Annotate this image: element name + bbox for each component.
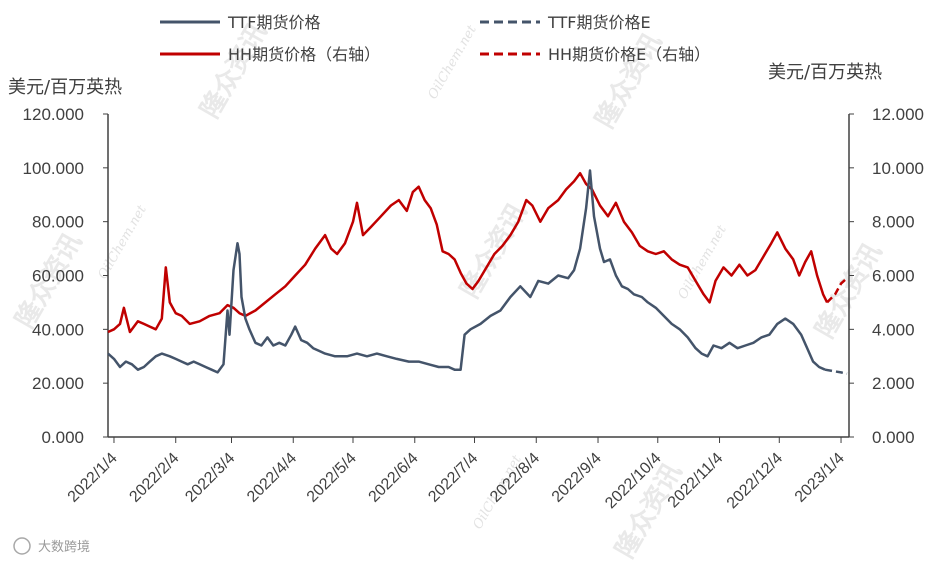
y-tick-label-left: 60.000	[32, 267, 84, 286]
x-tick-label: 2023/1/4	[792, 450, 848, 506]
x-tick-label: 2022/9/4	[549, 450, 605, 506]
watermark-site: OilChem.net	[425, 22, 480, 102]
footer-credit: 大数跨境	[13, 537, 90, 555]
y-axis-title-left: 美元/百万英热	[8, 77, 122, 98]
series-line-ttf	[107, 169, 826, 374]
y-tick-label-left: 0.000	[41, 428, 84, 447]
x-tick-label: 2022/7/4	[425, 450, 481, 506]
x-tick-label: 2022/4/4	[244, 450, 300, 506]
y-axis-title-right: 美元/百万英热	[768, 62, 882, 83]
y-tick-label-left: 120.000	[23, 105, 84, 124]
y-tick-label-right: 10.000	[872, 159, 924, 178]
y-tick-label-right: 4.000	[872, 320, 915, 339]
y-tick-label-right: 6.000	[872, 267, 915, 286]
ticks-layer: 0.000 20.000 40.000 60.000 80.000 100.000 120.…	[23, 105, 924, 512]
x-tick-label: 2022/2/4	[126, 450, 182, 506]
y-tick-label-left: 100.000	[23, 159, 84, 178]
x-tick-label: 2022/12/4	[724, 450, 786, 512]
legend-label-ttf: TTF期货价格	[227, 13, 320, 32]
legend-label-hh-e: HH期货价格E（右轴）	[548, 45, 710, 64]
footer-logo-icon	[13, 537, 31, 555]
watermark-brand: 隆众资讯	[195, 18, 273, 123]
watermark-site: OilChem.net	[95, 202, 150, 282]
x-tick-label: 2022/3/4	[182, 450, 238, 506]
series-line-hh	[107, 171, 829, 334]
legend-label-ttf-e: TTF期货价格E	[547, 13, 651, 32]
x-tick-label: 2022/1/4	[65, 450, 121, 506]
series-line-ttf-e	[824, 368, 848, 375]
y-tick-label-right: 0.000	[872, 428, 915, 447]
y-tick-label-left: 80.000	[32, 213, 84, 232]
legend-label-hh: HH期货价格（右轴）	[228, 45, 380, 64]
watermark-site: OilChem.net	[675, 222, 730, 302]
footer-text: 大数跨境	[38, 540, 90, 555]
x-tick-label: 2022/5/4	[304, 450, 360, 506]
y-tick-label-right: 2.000	[872, 374, 915, 393]
series-layer	[107, 169, 848, 375]
x-tick-label: 2022/6/4	[366, 450, 422, 506]
y-tick-label-left: 20.000	[32, 374, 84, 393]
y-tick-label-left: 40.000	[32, 320, 84, 339]
y-tick-label-right: 8.000	[872, 213, 915, 232]
legend: TTF期货价格 TTF期货价格E HH期货价格（右轴） HH期货价格E（右轴）	[160, 13, 710, 64]
y-tick-label-right: 12.000	[872, 105, 924, 124]
series-line-hh-e	[826, 277, 848, 304]
